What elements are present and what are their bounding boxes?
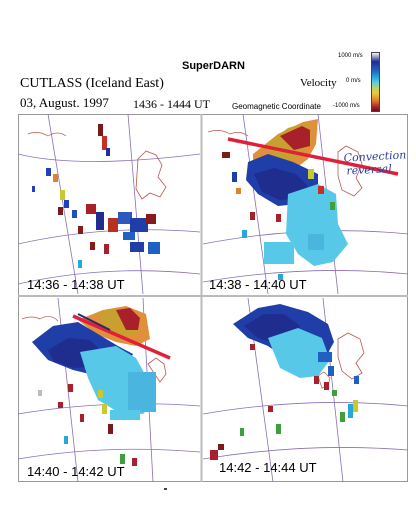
radar-name: CUTLASS (Iceland East) [20, 76, 164, 91]
title-superdarn: SuperDARN [182, 60, 245, 72]
panel-grid [18, 114, 408, 482]
panel-1-map [18, 114, 200, 294]
time-range: 1436 - 1444 UT [133, 97, 210, 111]
panel-2-map [203, 114, 408, 294]
coordinate-label: Geomagnetic Coordinate [232, 102, 321, 111]
panel-3-time-label: 14:40 - 14:42 UT [27, 464, 125, 479]
colorbar-tick-max: 1000 m/s [338, 53, 363, 59]
panel-2-time-label: 14:38 - 14:40 UT [209, 277, 307, 292]
velocity-label: Velocity [300, 77, 337, 89]
velocity-colorbar [371, 52, 380, 112]
colorbar-tick-zero: 0 m/s [346, 78, 361, 84]
convection-reversal-annotation: Convection reversal [343, 148, 407, 177]
observation-date: 03, August. 1997 [20, 95, 109, 110]
scan-speck [164, 488, 167, 490]
panel-4-time-label: 14:42 - 14:44 UT [219, 460, 317, 475]
colorbar-tick-min: -1000 m/s [333, 103, 360, 109]
panel-3-map [18, 298, 200, 482]
panel-4-map [203, 298, 408, 482]
panel-1-time-label: 14:36 - 14:38 UT [27, 277, 125, 292]
